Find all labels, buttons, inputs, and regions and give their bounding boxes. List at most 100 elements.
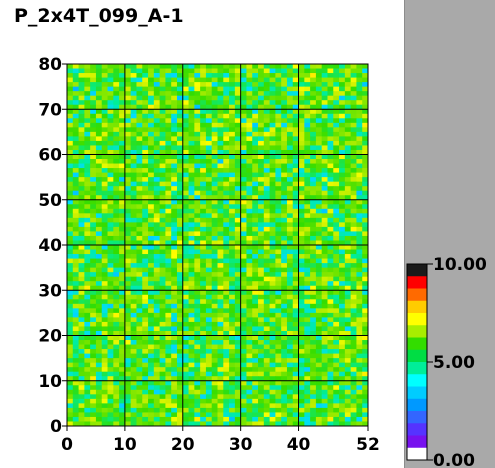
heat-cell: [229, 199, 236, 205]
heat-cell: [298, 190, 305, 196]
heat-cell: [350, 68, 357, 74]
heat-cell: [101, 140, 108, 146]
heat-cell: [119, 222, 126, 228]
heat-cell: [142, 109, 149, 115]
heat-cell: [67, 199, 74, 205]
heat-cell: [142, 326, 149, 332]
heat-cell: [258, 380, 265, 386]
heat-cell: [84, 190, 91, 196]
heat-cell: [217, 303, 224, 309]
heat-cell: [130, 217, 137, 223]
heat-cell: [362, 362, 369, 368]
heat-cell: [101, 249, 108, 255]
heat-cell: [124, 299, 132, 305]
heat-cell: [95, 226, 103, 232]
heat-cell: [159, 299, 166, 305]
heat-cell: [130, 168, 137, 173]
heat-cell: [194, 407, 201, 413]
heat-cell: [258, 321, 265, 327]
heat-cell: [159, 190, 166, 196]
heat-cell: [101, 398, 108, 404]
heat-cell: [327, 177, 334, 183]
heat-cell: [333, 281, 340, 287]
heat-cell: [130, 226, 137, 232]
heat-cell: [194, 303, 201, 309]
heat-cell: [246, 181, 253, 187]
heat-cell: [72, 100, 79, 106]
heat-cell: [304, 195, 311, 201]
heat-cell: [281, 371, 288, 377]
heat-cell: [333, 245, 340, 250]
heat-cell: [67, 245, 74, 250]
heat-cell: [350, 95, 357, 101]
heat-cell: [339, 340, 346, 345]
heat-cell: [275, 195, 282, 201]
heat-cell: [113, 362, 120, 368]
heat-cell: [194, 91, 201, 97]
heat-cell: [286, 421, 294, 427]
heat-cell: [153, 335, 161, 341]
heat-cell: [321, 416, 328, 422]
heat-cell: [246, 344, 253, 350]
heat-cell: [182, 340, 189, 345]
heat-cell: [95, 326, 103, 332]
heat-cell: [356, 149, 363, 155]
heat-cell: [246, 362, 253, 368]
heat-cell: [78, 349, 85, 355]
heat-cell: [240, 240, 247, 246]
heat-cell: [304, 285, 311, 291]
heat-cell: [78, 281, 85, 287]
heat-cell: [124, 398, 132, 404]
heat-cell: [148, 226, 155, 232]
heat-cell: [258, 353, 265, 359]
heat-cell: [310, 217, 317, 223]
heat-cell: [286, 68, 294, 74]
heat-cell: [211, 312, 218, 318]
colorbar-swatch: [407, 398, 427, 412]
heat-cell: [90, 340, 97, 345]
heat-cell: [350, 294, 357, 300]
heat-cell: [153, 245, 161, 250]
heat-cell: [136, 258, 143, 264]
heat-cell: [234, 77, 242, 83]
heat-cell: [356, 226, 363, 232]
heat-cell: [78, 312, 85, 318]
heat-cell: [171, 213, 178, 219]
heat-cell: [194, 235, 201, 241]
heat-cell: [304, 281, 311, 287]
heat-cell: [223, 168, 230, 173]
heat-cell: [344, 91, 352, 97]
heat-cell: [113, 403, 120, 409]
heat-cell: [344, 118, 352, 124]
heat-cell: [315, 113, 323, 119]
heat-cell: [240, 159, 247, 164]
heat-cell: [298, 303, 305, 309]
heat-cell: [362, 181, 369, 187]
heat-cell: [194, 140, 201, 146]
heat-cell: [234, 421, 242, 427]
x-axis: 0 10 20 30 40 52: [61, 426, 380, 455]
heat-cell: [72, 186, 79, 192]
heat-cell: [350, 254, 357, 259]
heat-cell: [124, 294, 132, 300]
heat-cell: [217, 104, 224, 110]
heat-cell: [234, 389, 242, 395]
heat-cell: [252, 326, 259, 332]
heat-cell: [333, 358, 340, 364]
heat-cell: [258, 140, 265, 146]
heat-cell: [67, 113, 74, 119]
heat-cell: [263, 199, 270, 205]
heat-cell: [223, 394, 230, 400]
heat-cell: [101, 199, 108, 205]
heat-cell: [350, 344, 357, 350]
heat-cell: [252, 64, 259, 69]
heat-cell: [344, 77, 352, 83]
heat-cell: [107, 91, 114, 97]
heat-cell: [205, 349, 213, 355]
heat-cell: [252, 195, 259, 201]
heat-cell: [362, 321, 369, 327]
heat-cell: [350, 416, 357, 422]
heat-cell: [90, 100, 97, 106]
heat-cell: [310, 353, 317, 359]
heat-cell: [211, 204, 218, 210]
